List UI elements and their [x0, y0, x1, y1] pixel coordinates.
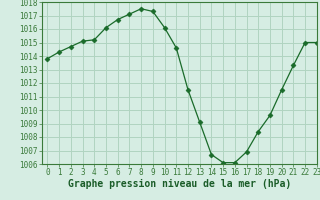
- X-axis label: Graphe pression niveau de la mer (hPa): Graphe pression niveau de la mer (hPa): [68, 179, 291, 189]
